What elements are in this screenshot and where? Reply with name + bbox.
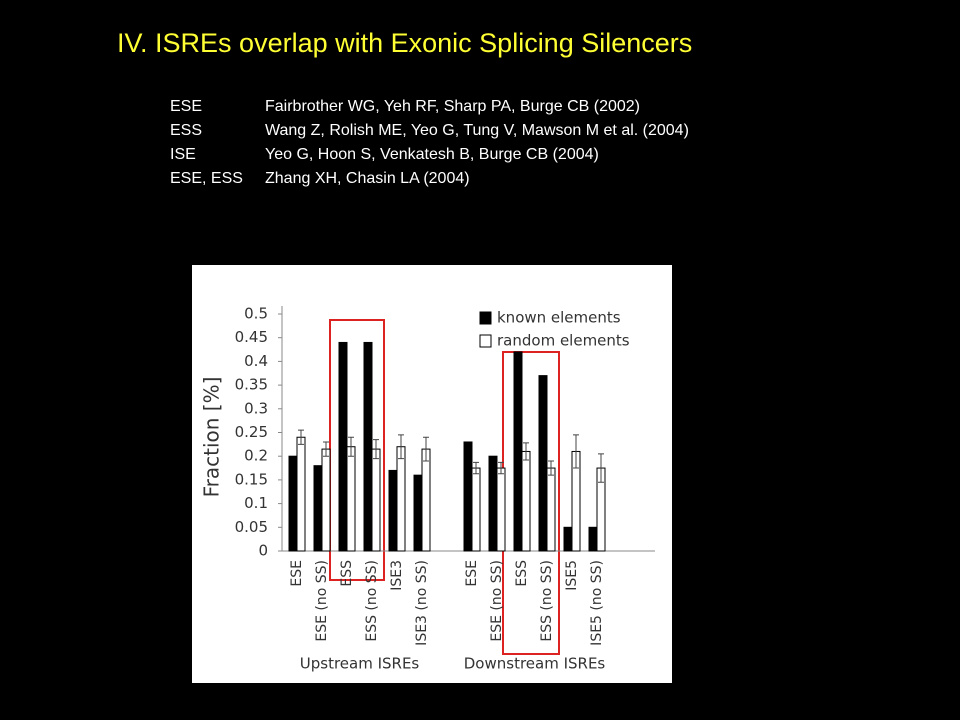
error-bar <box>523 442 529 461</box>
error-bar <box>473 461 479 475</box>
reference-text: Wang Z, Rolish ME, Yeo G, Tung V, Mawson… <box>265 122 689 139</box>
error-bar <box>373 439 379 460</box>
bar <box>346 446 356 552</box>
y-tick-label: 0.3 <box>244 399 268 417</box>
bar <box>496 467 506 552</box>
group-label: Downstream ISREs <box>464 655 606 673</box>
x-tick-label: ISE5 (no SS) <box>589 560 605 646</box>
bar <box>488 455 498 552</box>
y-tick-label: 0.1 <box>244 494 268 512</box>
reference-text: Zhang XH, Chasin LA (2004) <box>265 170 470 187</box>
bar <box>588 526 598 552</box>
x-tick-label: ESE (no SS) <box>489 560 505 642</box>
reference: ESE, ESS Zhang XH, Chasin LA (2004) <box>170 167 750 191</box>
reference-text: Fairbrother WG, Yeh RF, Sharp PA, Burge … <box>265 98 640 115</box>
reference-label: ESE <box>170 98 203 115</box>
y-tick-label: 0.45 <box>235 328 268 346</box>
reference-label: ISE <box>170 146 196 163</box>
x-tick-label: ESS (no SS) <box>364 560 380 642</box>
bar <box>538 375 548 552</box>
y-tick-label: 0.4 <box>244 352 268 370</box>
y-tick-label: 0 <box>258 542 268 560</box>
bar <box>338 341 348 552</box>
y-tick-label: 0.35 <box>235 376 268 394</box>
bar <box>463 441 473 552</box>
bar <box>421 448 431 552</box>
error-bar <box>298 429 304 445</box>
bar <box>513 351 523 552</box>
slide-title: IV. ISREs overlap with Exonic Splicing S… <box>117 28 693 58</box>
error-bar <box>498 461 504 475</box>
error-bar <box>323 441 329 457</box>
x-tick-label: ESE (no SS) <box>314 560 330 642</box>
error-bar <box>348 436 354 457</box>
bar <box>296 436 306 552</box>
y-tick-label: 0.25 <box>235 423 268 441</box>
bar <box>413 474 423 552</box>
reference: ESE Fairbrother WG, Yeh RF, Sharp PA, Bur… <box>170 95 750 119</box>
bar <box>521 450 531 552</box>
group-label: Upstream ISREs <box>300 655 420 673</box>
bar <box>371 448 381 552</box>
y-tick-label: 0.05 <box>235 518 268 536</box>
bar <box>363 341 373 552</box>
x-tick-label: ESS (no SS) <box>539 560 555 642</box>
bar <box>471 467 481 552</box>
references: ESE Fairbrother WG, Yeh RF, Sharp PA, Bur… <box>170 95 750 191</box>
reference: ISE Yeo G, Hoon S, Venkatesh B, Burge CB … <box>170 143 750 167</box>
bar <box>546 467 556 552</box>
reference-label: ESS <box>170 122 203 139</box>
bar <box>321 448 331 552</box>
legend-swatch <box>479 311 492 325</box>
error-bar <box>598 453 604 483</box>
reference-text: Yeo G, Hoon S, Venkatesh B, Burge CB (20… <box>265 146 599 163</box>
bar <box>388 469 398 552</box>
y-tick-label: 0.15 <box>235 470 268 488</box>
error-bar <box>548 460 554 476</box>
legend-label: known elements <box>497 309 621 327</box>
bar <box>288 455 298 552</box>
bar <box>396 446 406 552</box>
x-tick-label: ISE3 (no SS) <box>414 560 430 646</box>
error-bar <box>423 436 429 462</box>
x-tick-label: ESS <box>339 560 355 587</box>
error-bar <box>398 434 404 460</box>
y-axis-title: Fraction [%] <box>200 377 224 498</box>
x-tick-label: ESE <box>464 560 480 587</box>
y-tick-label: 0.5 <box>244 305 268 323</box>
x-tick-label: ESE <box>289 560 305 587</box>
reference: ESS Wang Z, Rolish ME, Yeo G, Tung V, Maw… <box>170 119 750 143</box>
x-tick-label: ISE3 <box>389 560 405 591</box>
legend-label: random elements <box>497 332 630 350</box>
chart-background <box>192 265 672 683</box>
y-tick-label: 0.2 <box>244 447 268 465</box>
x-tick-label: ESS <box>514 560 530 587</box>
bar <box>313 465 323 552</box>
reference-label: ESE, ESS <box>170 170 243 187</box>
legend-swatch <box>479 334 492 348</box>
bar <box>563 526 573 552</box>
error-bar <box>573 434 579 469</box>
x-tick-label: ISE5 <box>564 560 580 591</box>
